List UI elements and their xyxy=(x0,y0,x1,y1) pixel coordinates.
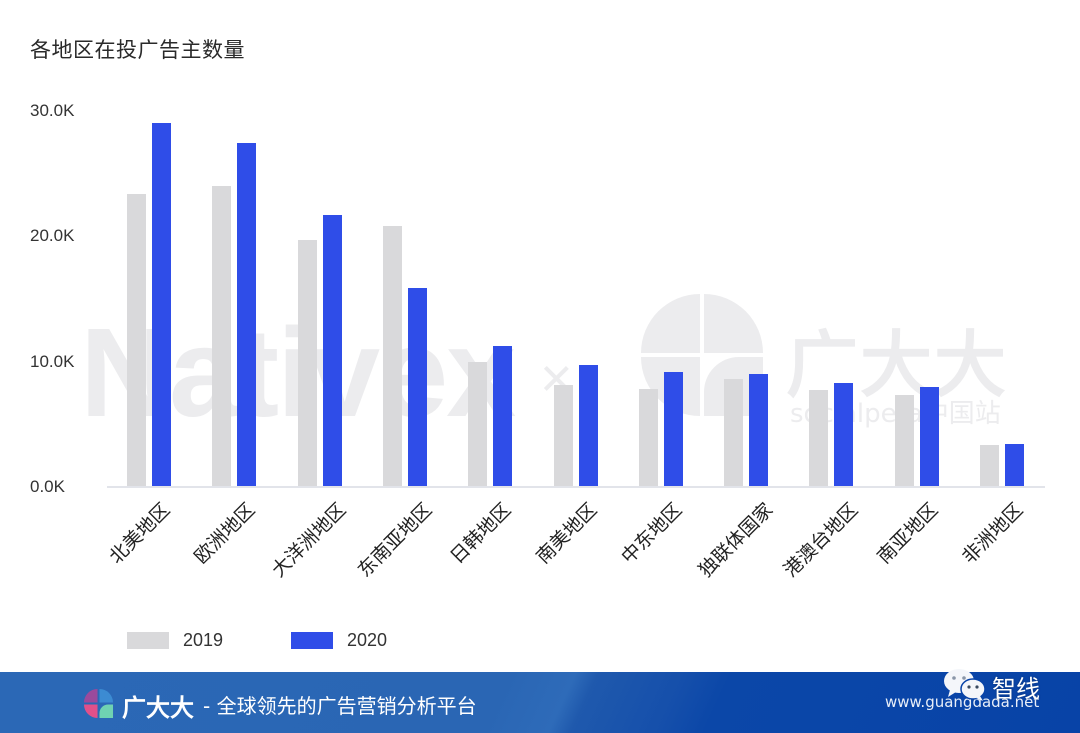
bar-2019-0 xyxy=(127,194,146,486)
x-axis-line xyxy=(107,486,1045,488)
footer-url-link[interactable]: www.guangdada.net xyxy=(885,693,1040,711)
legend-swatch-2020 xyxy=(291,632,333,649)
bar-2020-2 xyxy=(323,215,342,486)
bar-2020-4 xyxy=(493,346,512,486)
bar-2019-3 xyxy=(383,226,402,486)
x-label: 南亚地区 xyxy=(872,498,943,569)
bar-2020-3 xyxy=(408,288,427,486)
bar-2020-7 xyxy=(749,374,768,486)
footer-tagline: - 全球领先的广告营销分析平台 xyxy=(203,694,477,718)
x-label: 北美地区 xyxy=(105,498,175,569)
bar-2019-10 xyxy=(980,445,999,486)
x-label: 中东地区 xyxy=(617,498,687,569)
bar-2020-8 xyxy=(834,383,853,486)
x-label: 大洋洲地区 xyxy=(267,498,351,582)
legend-label-2019: 2019 xyxy=(183,630,224,650)
wechat-icon xyxy=(944,669,986,701)
bar-2019-6 xyxy=(639,389,658,486)
x-label: 东南亚地区 xyxy=(353,498,437,582)
bar-2020-9 xyxy=(920,387,939,486)
x-label: 非洲地区 xyxy=(958,498,1028,569)
footer-brand: 广大大 xyxy=(122,694,194,722)
bar-2019-4 xyxy=(468,362,487,486)
chart-title: 各地区在投广告主数量 xyxy=(30,38,245,62)
y-tick-0k: 0.0K xyxy=(30,477,65,496)
bar-2019-5 xyxy=(554,385,573,486)
bar-2019-1 xyxy=(212,186,231,486)
footer-banner: 广大大 - 全球领先的广告营销分析平台 www.guangdada.net 智线 xyxy=(0,669,1080,733)
x-label: 欧洲地区 xyxy=(190,498,260,569)
x-label: 港澳台地区 xyxy=(779,498,863,582)
bar-2019-2 xyxy=(298,240,317,486)
bar-2019-7 xyxy=(724,379,743,486)
legend-swatch-2019 xyxy=(127,632,169,649)
footer-account-name: 智线 xyxy=(992,675,1040,703)
x-label: 独联体国家 xyxy=(694,498,778,582)
x-label: 南美地区 xyxy=(531,498,602,569)
legend-label-2020: 2020 xyxy=(347,630,388,650)
x-label: 日韩地区 xyxy=(446,498,516,569)
bar-2020-6 xyxy=(664,372,683,486)
bar-2019-8 xyxy=(809,390,828,486)
bar-2020-0 xyxy=(152,123,171,486)
bar-2020-1 xyxy=(237,143,256,486)
bar-2019-9 xyxy=(895,395,914,486)
guangdada-logo-icon xyxy=(83,688,114,719)
y-tick-30k: 30.0K xyxy=(30,101,75,120)
y-tick-20k: 20.0K xyxy=(30,226,75,245)
bar-2020-10 xyxy=(1005,444,1024,486)
y-tick-10k: 10.0K xyxy=(30,352,75,371)
bar-2020-5 xyxy=(579,365,598,486)
